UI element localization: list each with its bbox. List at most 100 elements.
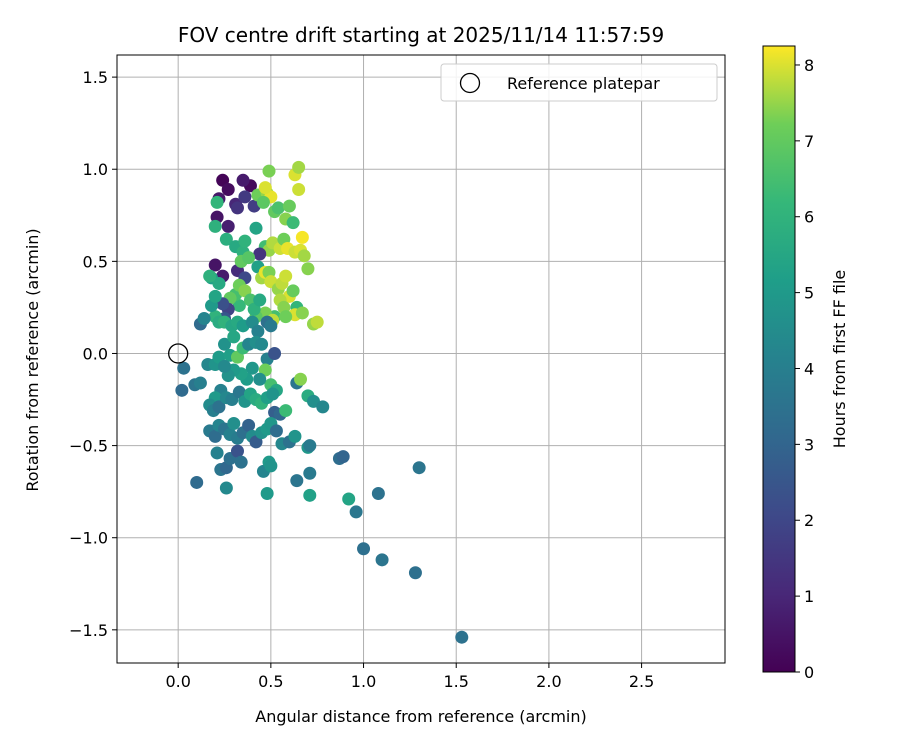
colorbar-label: Hours from first FF file [830, 270, 849, 449]
data-point [271, 201, 285, 215]
data-point [219, 481, 233, 495]
y-tick-label: 1.5 [83, 68, 108, 87]
data-point [297, 249, 311, 263]
data-point [212, 276, 226, 290]
legend: Reference platepar [440, 63, 718, 102]
plot-frame [116, 54, 726, 664]
data-point [175, 383, 189, 397]
data-point [294, 372, 308, 386]
x-tick-label: 0.5 [258, 672, 283, 691]
data-point [264, 319, 278, 333]
data-point [286, 284, 300, 298]
data-point [292, 160, 306, 174]
data-point [371, 486, 385, 500]
x-tick-label: 1.0 [351, 672, 376, 691]
data-point [303, 488, 317, 502]
data-point [292, 182, 306, 196]
data-point [203, 269, 217, 283]
colorbar-tick-label: 4 [804, 359, 814, 378]
data-point [295, 230, 309, 244]
colorbar-tick-label: 1 [804, 587, 814, 606]
data-point [342, 492, 356, 506]
data-point [253, 247, 267, 261]
y-axis-ticks: −1.5 −1.0 −0.5 0.0 0.5 1.0 1.5 [69, 68, 117, 640]
colorbar-tick-label: 0 [804, 663, 814, 682]
data-point [242, 418, 256, 432]
data-point [455, 630, 469, 644]
data-point [218, 337, 232, 351]
legend-box [440, 63, 718, 102]
colorbar-tick-label: 7 [804, 132, 814, 151]
y-axis-label: Rotation from reference (arcmin) [23, 228, 42, 491]
x-tick-label: 0.0 [165, 672, 190, 691]
data-point [336, 450, 350, 464]
chart-title: FOV centre drift starting at 2025/11/14 … [178, 23, 664, 47]
colorbar-gradient [762, 45, 796, 673]
data-point [303, 466, 317, 480]
data-point [279, 310, 293, 324]
data-point [249, 221, 263, 235]
data-point [290, 474, 304, 488]
data-point [232, 299, 246, 313]
data-point [255, 337, 269, 351]
data-point [256, 195, 270, 209]
data-point [258, 181, 272, 195]
x-tick-label: 2.5 [629, 672, 654, 691]
data-point [212, 400, 226, 414]
x-tick-label: 1.5 [443, 672, 468, 691]
data-point [245, 361, 259, 375]
data-point [264, 459, 278, 473]
data-point [208, 289, 222, 303]
legend-marker-icon [459, 72, 481, 94]
data-point [230, 444, 244, 458]
y-tick-label: −1.0 [69, 529, 108, 548]
data-point [357, 542, 371, 556]
data-point [238, 190, 252, 204]
colorbar: 0 1 2 3 4 5 6 7 8 Hours from first FF file [762, 45, 849, 682]
data-point [260, 486, 274, 500]
data-point [408, 566, 422, 580]
data-point [375, 553, 389, 567]
data-point [242, 251, 256, 265]
data-point [208, 258, 222, 272]
data-point [288, 429, 302, 443]
colorbar-tick-label: 3 [804, 435, 814, 454]
data-point [303, 439, 317, 453]
data-point [266, 387, 280, 401]
data-point [349, 505, 363, 519]
data-point [262, 164, 276, 178]
colorbar-tick-label: 6 [804, 208, 814, 227]
data-point [218, 359, 232, 373]
data-point [316, 400, 330, 414]
x-axis-ticks: 0.0 0.5 1.0 1.5 2.0 2.5 [165, 663, 654, 691]
legend-label: Reference platepar [507, 74, 660, 93]
data-point [269, 424, 283, 438]
y-tick-label: 1.0 [83, 160, 108, 179]
x-tick-label: 2.0 [536, 672, 561, 691]
data-point [310, 315, 324, 329]
data-point [301, 262, 315, 276]
colorbar-ticks: 0 1 2 3 4 5 6 7 8 [795, 56, 814, 682]
data-point [236, 173, 250, 187]
reference-point-marker [168, 343, 189, 364]
y-tick-label: −1.5 [69, 621, 108, 640]
data-point [253, 372, 267, 386]
data-point [279, 404, 293, 418]
data-point [208, 219, 222, 233]
data-point [230, 201, 244, 215]
data-point [210, 446, 224, 460]
y-tick-label: −0.5 [69, 437, 108, 456]
colorbar-tick-label: 8 [804, 56, 814, 75]
data-point [279, 269, 293, 283]
colorbar-tick-label: 5 [804, 284, 814, 303]
data-point [219, 232, 233, 246]
data-point [193, 376, 207, 390]
data-point [208, 429, 222, 443]
y-tick-label: 0.0 [83, 344, 108, 363]
data-point [197, 311, 211, 325]
data-point [177, 361, 191, 375]
data-point [210, 195, 224, 209]
data-point [253, 293, 267, 307]
data-point [221, 182, 235, 196]
